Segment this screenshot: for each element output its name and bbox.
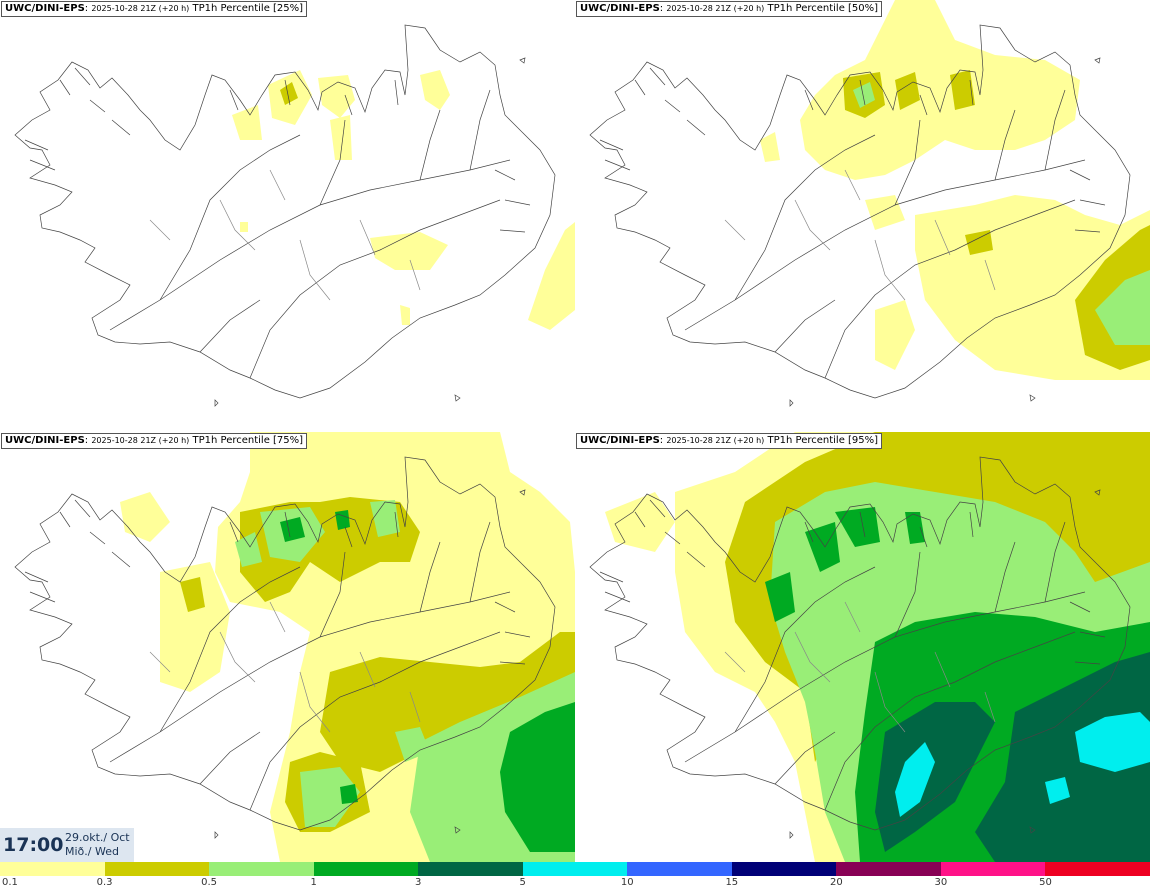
precip-map — [589, 432, 1150, 862]
colorbar-swatch — [522, 862, 628, 876]
panel-title: UWC/DINI-EPS: 2025-10-28 21Z (+20 h) TP1… — [576, 1, 883, 17]
panel-run: 2025-10-28 21Z (+20 h) — [91, 436, 190, 445]
panel-title: UWC/DINI-EPS: 2025-10-28 21Z (+20 h) TP1… — [1, 1, 308, 17]
panel-field: TP1h Percentile [95%] — [767, 435, 879, 446]
precip-map — [14, 432, 575, 862]
panel-source: UWC/DINI-EPS — [580, 3, 660, 14]
colorbar-label: 10 — [620, 877, 634, 888]
colorbar-swatch — [313, 862, 419, 876]
panel-run: 2025-10-28 21Z (+20 h) — [91, 4, 190, 13]
precip-fill — [760, 0, 1150, 380]
colorbar-swatch — [940, 862, 1046, 876]
panel-title: UWC/DINI-EPS: 2025-10-28 21Z (+20 h) TP1… — [1, 433, 308, 449]
precip-map — [14, 24, 575, 407]
panel-source: UWC/DINI-EPS — [5, 435, 85, 446]
panel-run: 2025-10-28 21Z (+20 h) — [666, 436, 765, 445]
colorbar-label: 3 — [414, 877, 422, 888]
colorbar-swatch — [209, 862, 314, 876]
colorbar-label: 1 — [310, 877, 317, 888]
precip-fill — [605, 432, 1150, 862]
colorbar-swatch — [0, 862, 105, 876]
colorbar-swatch — [418, 862, 523, 876]
valid-date: 29.okt./ Oct Mið./ Wed — [65, 831, 130, 859]
colorbar-label: 30 — [934, 877, 948, 888]
panel-field: TP1h Percentile [50%] — [767, 3, 879, 14]
colorbar-swatch — [104, 862, 210, 876]
colorbar-label: 0.3 — [96, 877, 113, 888]
colorbar-swatch — [1045, 862, 1150, 876]
panel-run: 2025-10-28 21Z (+20 h) — [666, 4, 765, 13]
colorbar-label: 15 — [725, 877, 739, 888]
valid-time: 17:00 — [3, 834, 64, 856]
precip-map — [589, 0, 1150, 407]
valid-date-line1: 29.okt./ Oct — [65, 831, 130, 844]
colorbar-label: 0.5 — [201, 877, 218, 888]
panel-field: TP1h Percentile [75%] — [192, 435, 304, 446]
map-panel-p75: UWC/DINI-EPS: 2025-10-28 21Z (+20 h) TP1… — [0, 432, 575, 862]
precip-fill — [120, 432, 575, 862]
colorbar-label: 20 — [829, 877, 843, 888]
panel-field: TP1h Percentile [25%] — [192, 3, 304, 14]
panel-source: UWC/DINI-EPS — [5, 3, 85, 14]
colorbar-label: 50 — [1039, 877, 1052, 888]
colorbar-swatch — [836, 862, 941, 876]
valid-date-line2: Mið./ Wed — [65, 845, 119, 858]
colorbar-label: 5 — [519, 877, 526, 888]
panel-title: UWC/DINI-EPS: 2025-10-28 21Z (+20 h) TP1… — [576, 433, 883, 449]
colorbar-swatch — [731, 862, 837, 876]
precip-fill — [232, 70, 575, 330]
colorbar-swatch — [627, 862, 732, 876]
panel-source: UWC/DINI-EPS — [580, 435, 660, 446]
colorbar-label: 0.1 — [2, 877, 18, 888]
map-panel-p25: UWC/DINI-EPS: 2025-10-28 21Z (+20 h) TP1… — [0, 0, 575, 430]
precip-colorbar — [0, 862, 1150, 876]
map-panel-p95: UWC/DINI-EPS: 2025-10-28 21Z (+20 h) TP1… — [575, 432, 1150, 862]
map-panel-p50: UWC/DINI-EPS: 2025-10-28 21Z (+20 h) TP1… — [575, 0, 1150, 430]
valid-time-stamp: 17:00 29.okt./ Oct Mið./ Wed — [0, 828, 134, 862]
